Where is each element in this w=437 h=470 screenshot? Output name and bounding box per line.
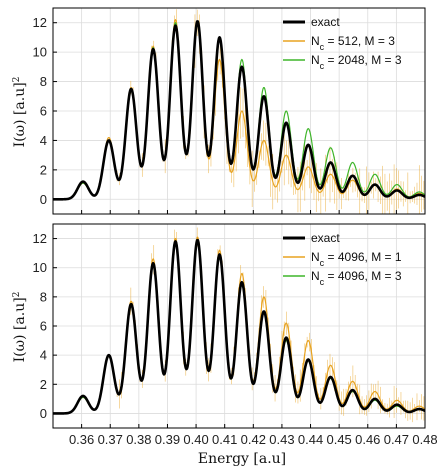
x-tick-label: 0.42 <box>241 432 266 447</box>
top-ylabel-main: I(ω) [a.u] <box>12 82 28 147</box>
legend: exact Nc = 512, M = 3Nc = 2048, M = 3 <box>283 15 402 71</box>
series-line-exact <box>53 238 425 415</box>
top-panel: 0 2 4 6 8 10 12 exact Nc = 512, M = 3Nc = 2048, … <box>33 7 426 215</box>
legend-label-exact: exact <box>311 231 340 245</box>
x-tick-label: 0.47 <box>384 432 409 447</box>
y-tick-label: 6 <box>40 104 47 119</box>
y-tick-label: 4 <box>40 133 47 148</box>
x-tick-label: 0.41 <box>212 432 237 447</box>
y-tick-label: 10 <box>33 45 47 60</box>
legend-label-green: Nc = 2048, M = 3 <box>311 53 402 71</box>
x-tick-label: 0.36 <box>69 432 94 447</box>
y-tick-label: 2 <box>40 377 47 392</box>
x-tick-label: 0.37 <box>98 432 123 447</box>
x-tick-label: 0.43 <box>269 432 294 447</box>
legend-label-green: Nc = 4096, M = 3 <box>311 269 402 287</box>
x-tick-label: 0.45 <box>326 432 351 447</box>
y-tick-label: 2 <box>40 162 47 177</box>
plot-area <box>53 227 425 423</box>
y-tick-label: 10 <box>33 260 47 275</box>
x-tick-label: 0.48 <box>412 432 437 447</box>
y-tick-label: 12 <box>33 15 47 30</box>
x-axis-label: Energy [a.u] <box>198 451 286 467</box>
legend-label-orange: Nc = 512, M = 3 <box>311 34 395 52</box>
x-tick-label: 0.46 <box>355 432 380 447</box>
y-tick-label: 8 <box>40 74 47 89</box>
top-ylabel-sup: 2 <box>12 77 22 83</box>
x-tick-label: 0.38 <box>126 432 151 447</box>
y-tick-label: 4 <box>40 348 47 363</box>
series-line-green <box>53 240 425 415</box>
bottom-ylabel-sup: 2 <box>12 292 22 298</box>
x-tick-label: 0.44 <box>298 432 323 447</box>
y-tick-label: 0 <box>40 406 47 421</box>
bottom-ylabel: I(ω) [a.u]2 <box>12 292 28 363</box>
x-tick-label: 0.39 <box>155 432 180 447</box>
legend-label-exact: exact <box>311 15 340 29</box>
x-tick-label: 0.40 <box>183 432 208 447</box>
y-tick-label: 6 <box>40 319 47 334</box>
bottom-ylabel-main: I(ω) [a.u] <box>12 297 28 362</box>
legend-label-orange: Nc = 4096, M = 1 <box>311 250 402 268</box>
top-ylabel: I(ω) [a.u]2 <box>12 77 28 148</box>
y-tick-label: 8 <box>40 289 47 304</box>
plot-area <box>53 9 425 214</box>
y-tick-label: 12 <box>33 231 47 246</box>
legend: exact Nc = 4096, M = 1Nc = 4096, M = 3 <box>283 231 402 287</box>
y-tick-label: 0 <box>40 192 47 207</box>
series-line-exact <box>53 20 425 201</box>
